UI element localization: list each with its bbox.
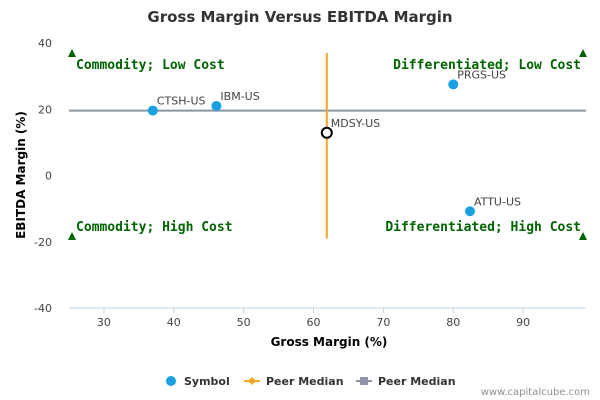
y-tick-label: -40 (34, 302, 52, 315)
legend-peer-median-label-2: Peer Median (378, 375, 456, 388)
chart-title: Gross Margin Versus EBITDA Margin (147, 8, 452, 26)
point-marker (448, 79, 459, 90)
data-point[interactable]: PRGS-US (448, 68, 506, 90)
legend-peer-median-label: Peer Median (266, 375, 344, 388)
point-label: ATTU-US (474, 195, 521, 208)
axes: 30 40 50 60 70 80 90 -40 -20 0 20 40 (34, 37, 586, 329)
point-marker (147, 105, 158, 116)
triangle-bottom-left-icon (68, 232, 76, 240)
legend-item-peer-median-vertical[interactable]: Peer Median (244, 375, 344, 388)
x-tick-label: 50 (237, 316, 251, 329)
quadrant-label-top-right: Differentiated; Low Cost (393, 58, 581, 73)
median-lines (69, 52, 586, 239)
y-axis-label: EBITDA Margin (%) (14, 111, 28, 239)
point-label: CTSH-US (157, 95, 206, 108)
x-tick-label: 70 (376, 316, 390, 329)
legend-diamond-marker (248, 377, 256, 385)
data-point[interactable]: IBM-US (211, 90, 260, 111)
data-point[interactable]: CTSH-US (147, 95, 206, 116)
x-tick-label: 60 (307, 316, 321, 329)
triangle-top-right-icon (579, 49, 587, 57)
y-tick-label: -20 (34, 236, 52, 249)
legend-square-marker (360, 377, 368, 385)
x-tick-label: 40 (167, 316, 181, 329)
point-label: IBM-US (220, 90, 259, 103)
highlight-point-marker (320, 126, 333, 139)
y-tick-label: 40 (38, 37, 52, 50)
legend-symbol-label: Symbol (184, 375, 230, 388)
legend-symbol-marker (166, 376, 176, 386)
data-points: CTSH-US IBM-US PRGS-US MDSY-US ATTU-US (147, 68, 521, 217)
quadrant-label-top-left: Commodity; Low Cost (76, 58, 225, 73)
quadrant-labels: Commodity; Low Cost Differentiated; Low … (76, 58, 581, 235)
y-tick-label: 20 (38, 103, 52, 116)
legend: Symbol Peer Median Peer Median (166, 375, 456, 388)
quadrant-label-bottom-right: Differentiated; High Cost (385, 220, 581, 235)
x-tick-label: 30 (97, 316, 111, 329)
x-tick-label: 80 (446, 316, 460, 329)
quadrant-markers (68, 49, 587, 240)
triangle-top-left-icon (68, 49, 76, 57)
y-tick-label: 0 (45, 170, 52, 183)
data-point[interactable]: MDSY-US (320, 117, 380, 139)
x-axis-label: Gross Margin (%) (271, 335, 388, 349)
legend-item-symbol[interactable]: Symbol (166, 375, 230, 388)
legend-item-peer-median-horizontal[interactable]: Peer Median (356, 375, 456, 388)
x-tick-label: 90 (516, 316, 530, 329)
point-label: PRGS-US (457, 68, 506, 81)
point-marker (465, 206, 476, 217)
point-marker (211, 100, 222, 111)
data-point[interactable]: ATTU-US (465, 195, 521, 217)
quadrant-label-bottom-left: Commodity; High Cost (76, 220, 233, 235)
triangle-bottom-right-icon (579, 232, 587, 240)
credit-text: www.capitalcube.com (481, 387, 590, 398)
point-label: MDSY-US (331, 117, 380, 130)
